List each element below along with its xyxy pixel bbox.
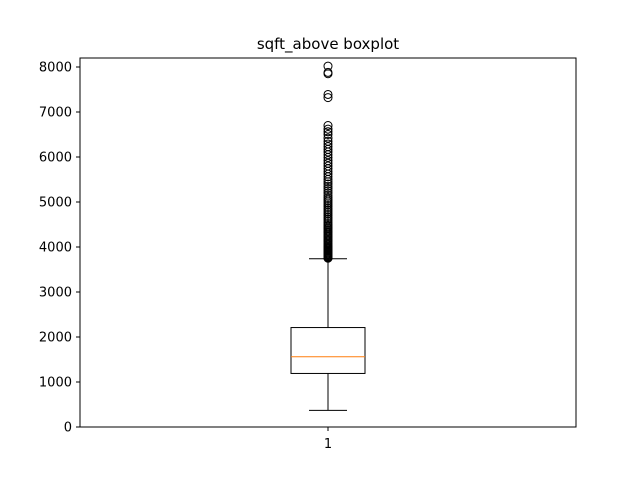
y-tick-label: 5000	[39, 196, 72, 211]
outlier-point	[323, 179, 333, 189]
plot-area	[290, 61, 366, 411]
outlier-point	[323, 190, 333, 200]
outlier-point	[323, 156, 333, 166]
axes: 0 1000 2000 3000 4000 5000 6000 7000 8000 1	[39, 57, 577, 452]
y-tick-label: 8000	[39, 61, 72, 76]
outlier-point	[323, 136, 333, 146]
iqr-box	[290, 327, 366, 374]
x-tick-label: 1	[324, 437, 332, 452]
y-tick-label: 4000	[39, 241, 72, 256]
chart-title: sqft_above boxplot	[257, 35, 399, 54]
outlier-point	[323, 181, 333, 191]
outlier-point	[323, 186, 333, 196]
y-tick-label: 1000	[39, 376, 72, 391]
y-tick-label: 3000	[39, 286, 72, 301]
outlier-point	[323, 188, 333, 198]
outlier-point	[323, 161, 333, 171]
outlier-point	[323, 127, 333, 137]
y-tick-label: 7000	[39, 106, 72, 121]
outlier-point	[323, 124, 333, 134]
outlier-point	[323, 139, 333, 149]
outlier-point	[323, 133, 333, 143]
outlier-point	[323, 130, 333, 139]
outlier-point	[323, 67, 333, 77]
outlier-point	[323, 158, 333, 168]
outlier-point	[323, 142, 333, 152]
outlier-point	[323, 193, 333, 202]
y-tick-label: 0	[64, 421, 72, 436]
outlier-point	[323, 89, 333, 99]
outlier-point	[323, 61, 333, 71]
y-tick-label: 6000	[39, 151, 72, 166]
outlier-point	[323, 184, 333, 193]
y-tick-label: 2000	[39, 331, 72, 346]
outlier-point	[323, 93, 333, 103]
outlier-point	[323, 121, 333, 130]
